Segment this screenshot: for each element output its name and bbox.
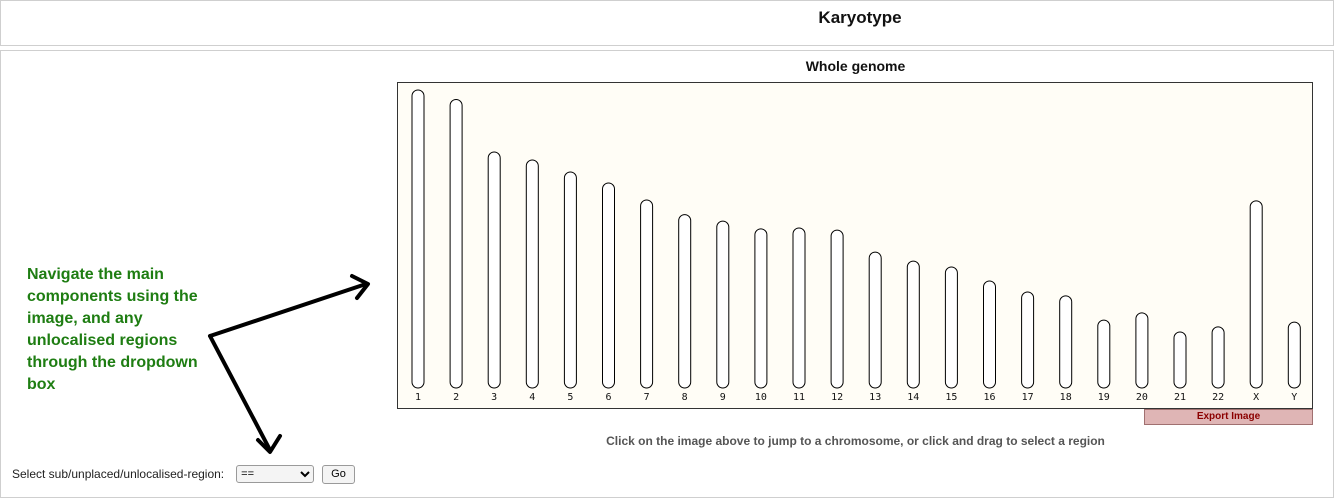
chromosome-label[interactable]: 13: [869, 392, 881, 403]
section-title: Whole genome: [805, 58, 906, 74]
chromosome-label[interactable]: 16: [983, 392, 995, 403]
chromosome-21[interactable]: [1173, 331, 1187, 389]
chromosome-label[interactable]: 21: [1174, 392, 1186, 403]
chromosome-label[interactable]: 4: [529, 392, 535, 403]
page-title: Karyotype: [818, 8, 902, 27]
karyotype-frame: [397, 82, 1313, 409]
chromosome-15[interactable]: [944, 266, 958, 389]
chromosome-18[interactable]: [1059, 295, 1073, 389]
chromosome-10[interactable]: [754, 228, 768, 389]
chromosome-label[interactable]: 12: [831, 392, 843, 403]
chromosome-Y[interactable]: [1287, 321, 1301, 389]
instruction-text: Click on the image above to jump to a ch…: [606, 434, 1105, 448]
chromosome-label[interactable]: 11: [793, 392, 805, 403]
chromosome-label[interactable]: 19: [1098, 392, 1110, 403]
annotation-text: Navigate the main components using the i…: [27, 266, 198, 393]
chromosome-16[interactable]: [983, 280, 996, 389]
chromosome-label[interactable]: 8: [682, 392, 688, 403]
go-button[interactable]: Go: [322, 464, 355, 484]
chromosome-11[interactable]: [792, 227, 806, 389]
chromosome-2[interactable]: [449, 99, 463, 389]
chromosome-14[interactable]: [906, 260, 920, 389]
export-image-button[interactable]: Export Image: [1144, 409, 1313, 425]
chromosome-label[interactable]: 9: [720, 392, 726, 403]
chromosome-label[interactable]: Y: [1291, 392, 1297, 403]
region-select-label: Select sub/unplaced/unlocalised-region:: [12, 467, 225, 481]
chromosome-9[interactable]: [716, 220, 730, 389]
header-panel: [0, 0, 1334, 46]
chromosome-7[interactable]: [640, 199, 654, 389]
chromosome-label[interactable]: 6: [605, 392, 611, 403]
chromosome-6[interactable]: [602, 182, 615, 389]
chromosome-4[interactable]: [525, 159, 539, 389]
chromosome-label[interactable]: 10: [755, 392, 767, 403]
chromosome-17[interactable]: [1021, 291, 1035, 389]
chromosome-19[interactable]: [1097, 319, 1111, 389]
region-select[interactable]: ==: [236, 465, 315, 483]
chromosome-label[interactable]: X: [1253, 392, 1259, 403]
chromosome-label[interactable]: 5: [567, 392, 573, 403]
chromosome-label[interactable]: 3: [491, 392, 497, 403]
chromosome-13[interactable]: [868, 251, 882, 389]
chromosome-8[interactable]: [678, 214, 692, 389]
chromosome-label[interactable]: 15: [945, 392, 957, 403]
chromosome-label[interactable]: 17: [1022, 392, 1034, 403]
chromosome-20[interactable]: [1135, 312, 1149, 389]
chromosome-label[interactable]: 2: [453, 392, 459, 403]
chromosome-label[interactable]: 22: [1212, 392, 1224, 403]
chromosome-label[interactable]: 14: [907, 392, 919, 403]
chromosome-label[interactable]: 20: [1136, 392, 1148, 403]
chromosome-X[interactable]: [1249, 200, 1263, 389]
chromosome-1[interactable]: [411, 89, 425, 389]
chromosome-22[interactable]: [1211, 326, 1225, 389]
chromosome-12[interactable]: [830, 229, 844, 389]
chromosome-label[interactable]: 18: [1060, 392, 1072, 403]
region-selector: Select sub/unplaced/unlocalised-region: …: [12, 464, 355, 484]
chromosome-5[interactable]: [563, 171, 577, 389]
chromosome-3[interactable]: [487, 151, 501, 389]
karyotype-image[interactable]: 1 2 3 4 5 6 7 8 9 10 11 12 13 14 15 16 17 18 19 20 21 22 X Y: [397, 82, 1313, 409]
chromosome-label[interactable]: 7: [644, 392, 650, 403]
chromosome-label[interactable]: 1: [415, 392, 421, 403]
